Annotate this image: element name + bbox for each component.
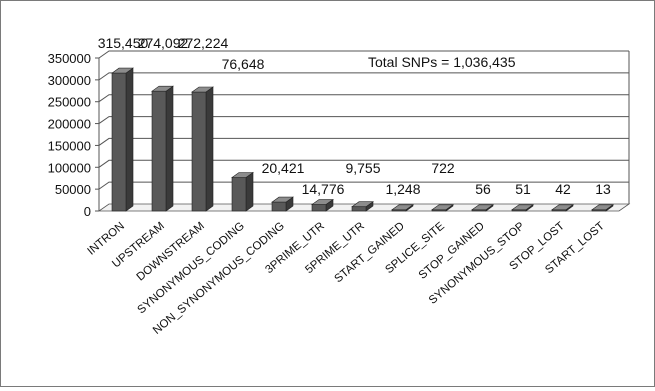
bar — [111, 72, 127, 212]
y-tick-label: 350000 — [48, 51, 91, 66]
data-label: 51 — [515, 181, 531, 197]
y-tick-label: 250000 — [48, 95, 91, 110]
gridline — [98, 50, 629, 59]
data-label: 272,224 — [178, 35, 229, 51]
bar — [351, 206, 367, 212]
bar-top — [511, 204, 534, 211]
x-tick-label: START_GAINED — [332, 220, 406, 285]
bar-side — [245, 171, 254, 212]
data-label: 20,421 — [262, 160, 305, 176]
bar-top — [431, 204, 454, 211]
y-tick-label: 50000 — [55, 182, 91, 197]
bar — [191, 91, 207, 212]
y-tick-label: 300000 — [48, 73, 91, 88]
bar-top — [351, 201, 374, 208]
data-label: 42 — [555, 181, 571, 197]
bar-top — [111, 67, 134, 74]
bar — [311, 204, 327, 212]
gridline — [98, 94, 629, 103]
y-tick-label: 0 — [84, 204, 91, 219]
data-label: 56 — [475, 181, 491, 197]
y-tick-label: 150000 — [48, 138, 91, 153]
bar-side — [125, 67, 134, 212]
y-tick-label: 200000 — [48, 117, 91, 132]
bar-top — [271, 196, 294, 203]
y-axis: 0 50000 100000 150000 200000 250000 300000 3500… — [48, 51, 99, 219]
bar-top — [591, 204, 614, 211]
chart-walls — [97, 51, 631, 212]
bars — [111, 67, 614, 212]
gridline — [98, 137, 629, 146]
data-label: 274,092 — [138, 35, 189, 51]
bar-top — [191, 86, 214, 93]
bar — [151, 90, 167, 212]
total-snps-annotation: Total SNPs = 1,036,435 — [368, 54, 516, 70]
data-label: 9,755 — [345, 160, 380, 176]
bar-top — [551, 204, 574, 211]
bar-top — [231, 172, 254, 178]
gridline — [98, 159, 629, 168]
bar — [271, 201, 287, 212]
bar-top — [151, 85, 174, 92]
x-axis: INTRONUPSTREAMDOWNSTREAMSYNONYMOUS_CODIN… — [85, 220, 606, 337]
gridline — [98, 72, 629, 81]
x-tick-label: DOWNSTREAM — [135, 220, 207, 283]
bar — [231, 177, 247, 212]
bar-top — [471, 204, 494, 211]
data-label: 722 — [431, 160, 455, 176]
gridline — [98, 116, 629, 124]
data-label: 13 — [595, 181, 611, 197]
data-label: 1,248 — [385, 181, 420, 197]
y-tick-label: 100000 — [48, 160, 91, 175]
data-label: 76,648 — [222, 56, 265, 72]
bar-side — [205, 86, 214, 212]
bar-top — [391, 204, 414, 211]
gridline — [98, 181, 629, 190]
bar-top — [311, 199, 334, 205]
data-label: 315,450 — [98, 35, 149, 51]
back-wall — [109, 51, 629, 204]
data-label: 14,776 — [302, 181, 345, 197]
gridlines — [98, 50, 630, 204]
bar-side — [165, 85, 174, 212]
